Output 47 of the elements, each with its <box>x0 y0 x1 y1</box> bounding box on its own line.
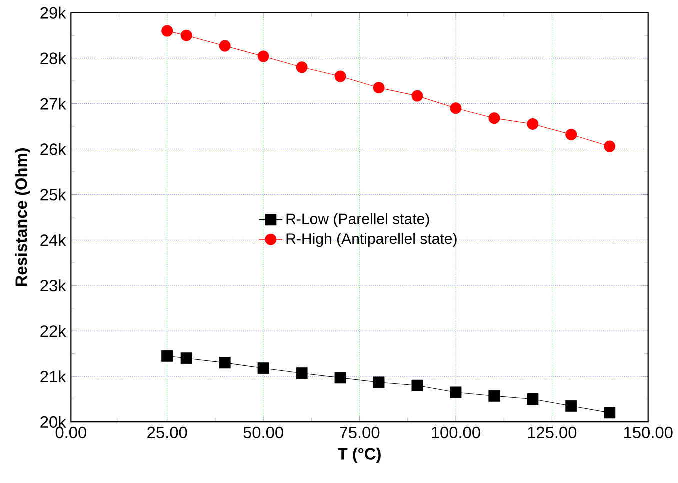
point <box>180 30 192 42</box>
x-tick-label: 75.00 <box>340 426 380 438</box>
y-tick-label: 27k <box>40 98 66 110</box>
point <box>488 390 500 402</box>
point <box>450 386 462 398</box>
x-tick-label: 100.00 <box>432 426 480 438</box>
point <box>334 372 346 384</box>
legend-label: R-High (Antiparellel state) <box>286 233 457 248</box>
point <box>162 350 174 362</box>
y-tick-label: 29k <box>40 6 66 19</box>
x-tick-label: 0.00 <box>56 426 86 438</box>
point <box>219 40 231 52</box>
point <box>488 112 500 124</box>
point <box>412 90 424 102</box>
y-tick-label: 21k <box>40 370 66 382</box>
point <box>334 70 346 82</box>
x-tick-label: 25.00 <box>148 426 188 438</box>
point <box>373 376 385 388</box>
y-tick-label: 22k <box>40 325 66 337</box>
legend-label: R-Low (Parellel state) <box>286 213 430 228</box>
point <box>604 140 616 152</box>
y-tick-label: 25k <box>40 188 66 201</box>
point <box>527 118 539 130</box>
y-tick-label: 23k <box>40 279 66 292</box>
point <box>450 102 462 114</box>
x-tick-label: 125.00 <box>528 426 577 438</box>
y-tick-label: 24k <box>40 234 66 246</box>
y-tick-label: 28k <box>40 52 66 64</box>
y-axis-title: Resistance (Ohm) <box>15 148 30 286</box>
x-tick-label: 50.00 <box>244 426 284 438</box>
point <box>162 25 174 37</box>
x-axis-title: T (°C) <box>338 448 381 464</box>
point <box>527 393 539 405</box>
point <box>296 62 308 74</box>
point <box>258 50 270 62</box>
point <box>296 367 308 379</box>
point <box>258 362 270 374</box>
y-tick-label: 20k <box>40 416 66 428</box>
point <box>412 380 424 392</box>
point <box>180 352 192 364</box>
point <box>373 82 385 94</box>
point <box>604 407 616 419</box>
point <box>219 357 231 369</box>
x-tick-label: 150.00 <box>624 426 673 438</box>
point <box>566 128 578 140</box>
y-tick-label: 26k <box>40 143 66 156</box>
point <box>566 400 578 412</box>
